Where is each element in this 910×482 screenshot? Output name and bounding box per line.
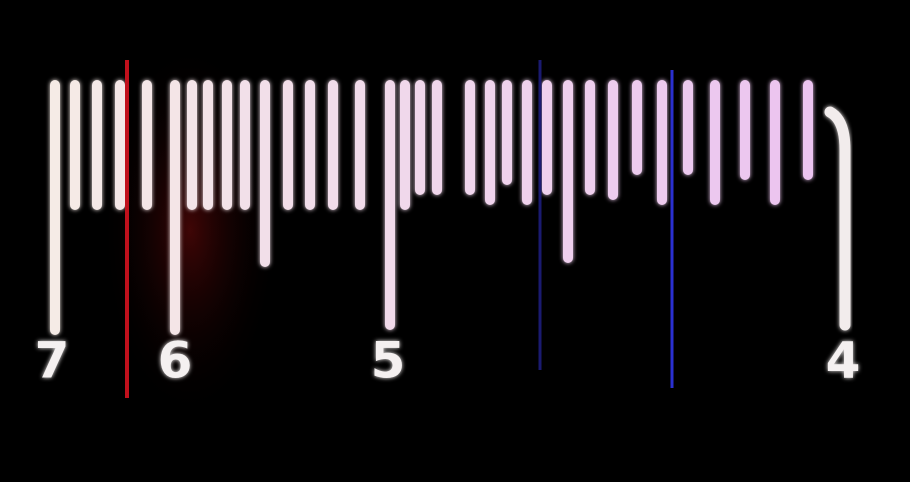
scale-label: 5 — [371, 332, 406, 390]
page: 7 6 5 4 (() => { const data = JSON.parse… — [0, 0, 910, 482]
scale-label: 4 — [826, 332, 861, 390]
scale-label: 6 — [158, 332, 193, 390]
dial-photo: 7 6 5 4 — [0, 0, 910, 482]
scale-label: 7 — [35, 332, 70, 390]
